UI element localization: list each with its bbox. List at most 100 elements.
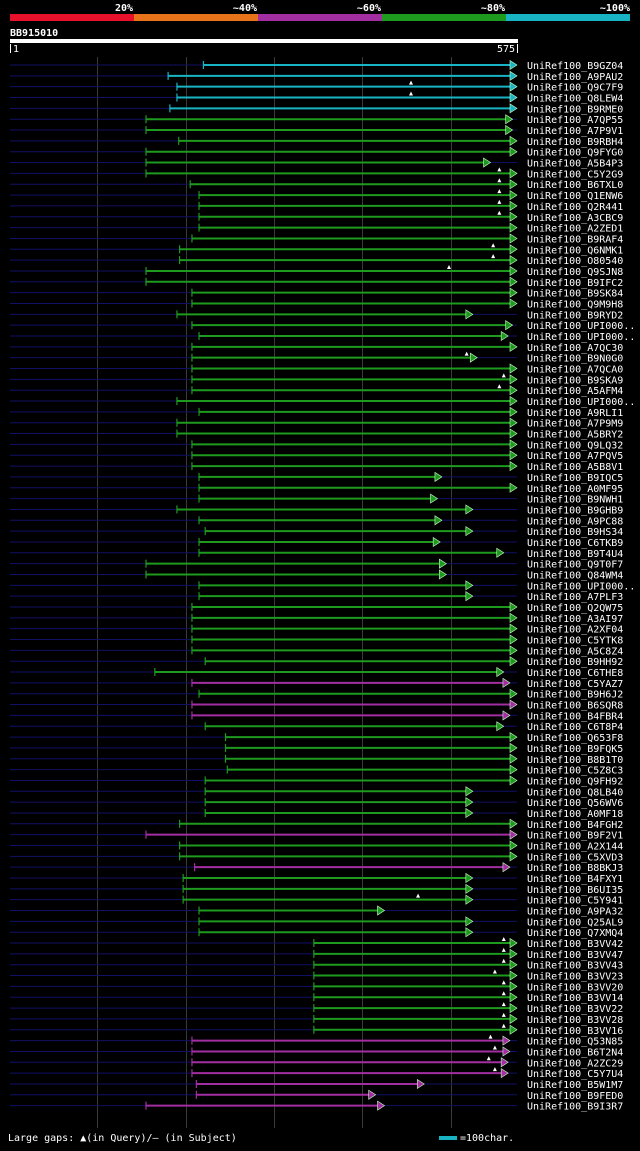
hit-label[interactable]: UniRef100_B6TXL0 <box>527 180 623 191</box>
hit-row[interactable]: UniRef100_C6T8P4 <box>10 721 623 734</box>
hit-row[interactable]: UniRef100_Q7XMQ4 <box>10 927 623 940</box>
hit-row[interactable]: UniRef100_Q8LB40 <box>10 786 623 799</box>
hit-row[interactable]: UniRef100_Q2R441 <box>10 199 623 213</box>
hit-label[interactable]: UniRef100_B3VV28 <box>527 1015 623 1026</box>
hit-label[interactable]: UniRef100_UPI000.. <box>527 581 635 592</box>
hit-label[interactable]: UniRef100_C5Y7U4 <box>527 1069 623 1080</box>
hit-row[interactable]: UniRef100_B9HS34 <box>10 526 623 539</box>
hit-row[interactable]: UniRef100_A7P9M9 <box>10 417 623 430</box>
hit-row[interactable]: UniRef100_A7PLF3 <box>10 591 623 604</box>
hit-row[interactable]: UniRef100_Q25AL9 <box>10 916 623 929</box>
hit-row[interactable]: UniRef100_Q1ENW6 <box>10 189 623 202</box>
hit-row[interactable]: UniRef100_B9IQC5 <box>10 471 623 484</box>
hit-row[interactable]: UniRef100_A5C8Z4 <box>10 645 623 658</box>
hit-label[interactable]: UniRef100_A5C8Z4 <box>527 646 623 657</box>
hit-row[interactable]: UniRef100_B9RME0 <box>10 103 623 116</box>
hit-row[interactable]: UniRef100_B3VV16 <box>10 1023 623 1037</box>
hit-row[interactable]: UniRef100_B9RBH4 <box>10 135 623 148</box>
hit-row[interactable]: UniRef100_C5Z8C3 <box>10 764 623 777</box>
hit-row[interactable]: UniRef100_B9FED0 <box>10 1089 623 1102</box>
hit-row[interactable]: UniRef100_A7P9V1 <box>10 124 623 137</box>
hit-label[interactable]: UniRef100_Q25AL9 <box>527 917 623 928</box>
hit-label[interactable]: UniRef100_B3VV20 <box>527 982 623 993</box>
hit-label[interactable]: UniRef100_B9IQC5 <box>527 473 623 484</box>
hit-row[interactable]: UniRef100_C6THE8 <box>10 666 623 680</box>
hit-label[interactable]: UniRef100_Q8LEW4 <box>527 94 623 105</box>
hit-row[interactable]: UniRef100_UPI000.. <box>10 330 635 344</box>
hit-row[interactable]: UniRef100_B9RYD2 <box>10 309 623 322</box>
hit-row[interactable]: UniRef100_UPI000.. <box>10 580 635 593</box>
hit-row[interactable]: UniRef100_B3VV42 <box>10 937 623 950</box>
hit-row[interactable]: UniRef100_Q8LEW4 <box>10 91 623 105</box>
hit-label[interactable]: UniRef100_A9PC88 <box>527 516 623 527</box>
hit-row[interactable]: UniRef100_B5W1M7 <box>10 1078 623 1091</box>
hit-row[interactable]: UniRef100_C5Y7U4 <box>10 1067 623 1080</box>
hit-row[interactable]: UniRef100_B8B1T0 <box>10 753 623 766</box>
hit-label[interactable]: UniRef100_B9FQK5 <box>527 744 623 755</box>
hit-row[interactable]: UniRef100_A0MF18 <box>10 807 623 820</box>
hit-row[interactable]: UniRef100_B9NWH1 <box>10 493 623 506</box>
hit-row[interactable]: UniRef100_B3VV14 <box>10 991 623 1004</box>
hit-label[interactable]: UniRef100_A2ZED1 <box>527 224 623 235</box>
hit-row[interactable]: UniRef100_C5Y941 <box>10 893 623 907</box>
hit-label[interactable]: UniRef100_A9PA32 <box>527 907 623 918</box>
hit-label[interactable]: UniRef100_A5BRY2 <box>527 430 623 441</box>
hit-label[interactable]: UniRef100_C5XVD3 <box>527 852 623 863</box>
hit-label[interactable]: UniRef100_B9GZ04 <box>527 61 623 72</box>
hit-label[interactable]: UniRef100_Q9M9H8 <box>527 299 623 310</box>
hit-label[interactable]: UniRef100_A7QC30 <box>527 343 623 354</box>
hit-row[interactable]: UniRef100_Q653F8 <box>10 732 623 745</box>
hit-row[interactable]: UniRef100_A2ZED1 <box>10 222 623 235</box>
hit-label[interactable]: UniRef100_B9SKA9 <box>527 375 623 386</box>
hit-label[interactable]: UniRef100_A2X144 <box>527 841 623 852</box>
hit-row[interactable]: UniRef100_C5YAZ7 <box>10 677 623 690</box>
hit-label[interactable]: UniRef100_A7QP55 <box>527 115 623 126</box>
hit-label[interactable]: UniRef100_B5W1M7 <box>527 1080 623 1091</box>
hit-label[interactable]: UniRef100_Q9FYG0 <box>527 148 623 159</box>
hit-row[interactable]: UniRef100_B9N0G0 <box>10 351 623 365</box>
hit-label[interactable]: UniRef100_Q2QW75 <box>527 603 623 614</box>
hit-row[interactable]: UniRef100_A9PAU2 <box>10 70 623 83</box>
hit-row[interactable]: UniRef100_Q9T0F7 <box>10 558 623 571</box>
hit-label[interactable]: UniRef100_B4FGH2 <box>527 820 623 831</box>
hit-label[interactable]: UniRef100_B3VV23 <box>527 972 623 983</box>
hit-label[interactable]: UniRef100_B9I3R7 <box>527 1102 623 1113</box>
hit-label[interactable]: UniRef100_Q6NMK1 <box>527 245 623 256</box>
hit-label[interactable]: UniRef100_C5Y2G9 <box>527 169 623 180</box>
hit-row[interactable]: UniRef100_UPI000.. <box>10 320 635 333</box>
hit-row[interactable]: UniRef100_B9IFC2 <box>10 276 623 289</box>
hit-row[interactable]: UniRef100_Q9FYG0 <box>10 146 623 159</box>
hit-row[interactable]: UniRef100_B3VV20 <box>10 980 623 993</box>
hit-label[interactable]: UniRef100_B8B1T0 <box>527 755 623 766</box>
hit-row[interactable]: UniRef100_A3AI97 <box>10 612 623 625</box>
hit-row[interactable]: UniRef100_B9SKA9 <box>10 373 623 386</box>
hit-row[interactable]: UniRef100_B9FQK5 <box>10 742 623 755</box>
hit-label[interactable]: UniRef100_A9RLI1 <box>527 408 623 419</box>
hit-row[interactable]: UniRef100_Q2QW75 <box>10 601 623 615</box>
hit-row[interactable]: UniRef100_C5Y2G9 <box>10 167 623 180</box>
hit-label[interactable]: UniRef100_A0MF95 <box>527 484 623 495</box>
hit-label[interactable]: UniRef100_Q56WV6 <box>527 798 623 809</box>
hit-label[interactable]: UniRef100_B9HS34 <box>527 527 623 538</box>
hit-row[interactable]: UniRef100_A5AFM4 <box>10 384 623 397</box>
hit-row[interactable]: UniRef100_Q9C7F9 <box>10 80 623 94</box>
hit-row[interactable]: UniRef100_B6SQR8 <box>10 699 623 712</box>
hit-label[interactable]: UniRef100_Q9FH92 <box>527 776 623 787</box>
hit-row[interactable]: UniRef100_B6UI35 <box>10 883 623 896</box>
hit-label[interactable]: UniRef100_B4FXY1 <box>527 874 623 885</box>
hit-label[interactable]: UniRef100_B9RYD2 <box>527 310 623 321</box>
hit-row[interactable]: UniRef100_A7PQV5 <box>10 450 623 463</box>
hit-label[interactable]: UniRef100_B9RME0 <box>527 104 623 115</box>
hit-label[interactable]: UniRef100_B3VV43 <box>527 961 623 972</box>
hit-row[interactable]: UniRef100_Q53N85 <box>10 1034 623 1048</box>
hit-row[interactable]: UniRef100_Q9FH92 <box>10 775 623 788</box>
hit-row[interactable]: UniRef100_B3VV22 <box>10 1002 623 1015</box>
hit-row[interactable]: UniRef100_B9RAF4 <box>10 233 623 246</box>
hit-row[interactable]: UniRef100_Q84WM4 <box>10 569 623 582</box>
hit-row[interactable]: UniRef100_B9F2V1 <box>10 829 623 842</box>
hit-label[interactable]: UniRef100_B3VV14 <box>527 993 623 1004</box>
hit-row[interactable]: UniRef100_A9PC88 <box>10 515 623 528</box>
hit-label[interactable]: UniRef100_B3VV42 <box>527 939 623 950</box>
hit-label[interactable]: UniRef100_A5B4P3 <box>527 159 623 170</box>
hit-row[interactable]: UniRef100_A2XF04 <box>10 623 623 636</box>
